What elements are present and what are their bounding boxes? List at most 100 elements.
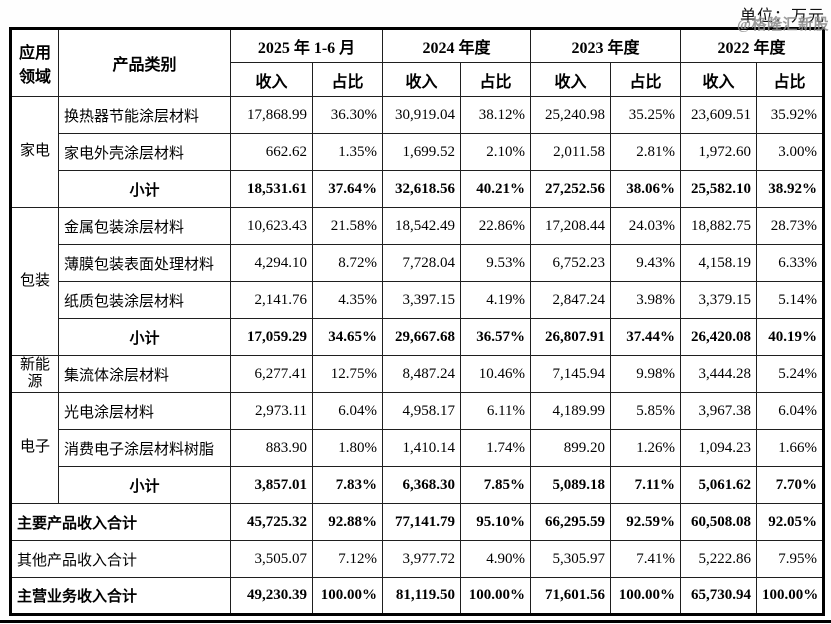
share-cell: 9.43% — [610, 244, 682, 282]
header-share-2022: 占比 — [756, 62, 825, 97]
table-header: 应用领域 产品类别 2025 年 1-6 月 2024 年度 2023 年度 2… — [10, 28, 825, 97]
revenue-cell: 26,807.91 — [530, 318, 612, 356]
share-cell: 40.21% — [459, 170, 532, 208]
revenue-cell: 17,059.29 — [230, 318, 313, 356]
revenue-cell: 10,623.43 — [230, 207, 313, 245]
table-body: 家电 换热器节能涂层材料 17,868.99 36.30% 30,919.04 38.12… — [10, 96, 825, 615]
product-label-cell: 换热器节能涂层材料 — [58, 96, 231, 134]
product-label-cell: 集流体涂层材料 — [58, 355, 231, 393]
share-cell: 21.58% — [312, 207, 383, 245]
subtotal-label-cell: 小计 — [58, 466, 231, 504]
share-cell: 4.90% — [459, 540, 532, 578]
share-cell: 36.30% — [312, 96, 383, 134]
header-share-2024: 占比 — [459, 62, 532, 97]
table-row: 小计 17,059.29 34.65% 29,667.68 36.57% 26,807.9… — [11, 318, 825, 356]
share-cell: 22.86% — [459, 207, 532, 245]
share-cell: 36.57% — [459, 318, 532, 356]
share-cell: 6.11% — [459, 392, 532, 430]
share-cell: 5.24% — [756, 355, 825, 393]
revenue-cell: 4,294.10 — [230, 244, 313, 282]
share-cell: 7.85% — [459, 466, 532, 504]
share-cell: 95.10% — [459, 503, 532, 541]
share-cell: 5.14% — [756, 281, 825, 319]
revenue-cell: 883.90 — [230, 429, 313, 467]
revenue-cell: 25,240.98 — [530, 96, 612, 134]
revenue-cell: 65,730.94 — [680, 577, 758, 615]
subtotal-label-cell: 小计 — [58, 318, 231, 356]
header-revenue-2023: 收入 — [530, 62, 612, 97]
revenue-cell: 3,379.15 — [680, 281, 758, 319]
header-revenue-2022: 收入 — [680, 62, 758, 97]
revenue-cell: 18,542.49 — [382, 207, 461, 245]
revenue-cell: 77,141.79 — [382, 503, 461, 541]
share-cell: 4.19% — [459, 281, 532, 319]
revenue-cell: 6,368.30 — [382, 466, 461, 504]
share-cell: 1.26% — [610, 429, 682, 467]
header-period-2023: 2023 年度 — [530, 28, 682, 63]
share-cell: 92.59% — [610, 503, 682, 541]
share-cell: 12.75% — [312, 355, 383, 393]
header-application-field: 应用领域 — [10, 28, 59, 97]
product-label-cell: 纸质包装涂层材料 — [58, 281, 231, 319]
revenue-cell: 8,487.24 — [382, 355, 461, 393]
table-row: 电子 光电涂层材料 2,973.11 6.04% 4,958.17 6.11% 4,189.… — [10, 392, 825, 504]
revenue-cell: 2,973.11 — [230, 392, 313, 430]
table-row: 纸质包装涂层材料 2,141.76 4.35% 3,397.15 4.19% 2,847.… — [11, 281, 825, 319]
share-cell: 37.44% — [610, 318, 682, 356]
revenue-cell: 5,305.97 — [530, 540, 612, 578]
header-revenue-2025h1: 收入 — [230, 62, 313, 97]
share-cell: 6.04% — [312, 392, 383, 430]
table-row: 小计 3,857.01 7.83% 6,368.30 7.85% 5,089.18 7.11… — [11, 466, 825, 504]
share-cell: 10.46% — [459, 355, 532, 393]
revenue-cell: 2,847.24 — [530, 281, 612, 319]
revenue-cell: 662.62 — [230, 133, 313, 171]
revenue-cell: 3,857.01 — [230, 466, 313, 504]
header-share-2025h1: 占比 — [312, 62, 383, 97]
revenue-cell: 5,222.86 — [680, 540, 758, 578]
table-row: 家电外壳涂层材料 662.62 1.35% 1,699.52 2.10% 2,011.58… — [11, 133, 825, 171]
revenue-cell: 49,230.39 — [230, 577, 313, 615]
share-cell: 3.98% — [610, 281, 682, 319]
total-label-cell: 主要产品收入合计 — [10, 503, 231, 541]
share-cell: 1.74% — [459, 429, 532, 467]
product-label-cell: 家电外壳涂层材料 — [58, 133, 231, 171]
bottom-rule — [0, 620, 831, 623]
revenue-cell: 7,728.04 — [382, 244, 461, 282]
table-row: 新能源 集流体涂层材料 6,277.41 12.75% 8,487.24 10.46% 7,… — [10, 355, 825, 393]
header-share-2023: 占比 — [610, 62, 682, 97]
revenue-cell: 5,061.62 — [680, 466, 758, 504]
share-cell: 4.35% — [312, 281, 383, 319]
share-cell: 7.95% — [756, 540, 825, 578]
table-row: 家电 换热器节能涂层材料 17,868.99 36.30% 30,919.04 38.12… — [10, 96, 825, 208]
application-field-cell: 家电 — [10, 96, 59, 208]
share-cell: 2.10% — [459, 133, 532, 171]
share-cell: 7.12% — [312, 540, 383, 578]
total-label-cell: 其他产品收入合计 — [10, 540, 231, 578]
revenue-cell: 6,752.23 — [530, 244, 612, 282]
revenue-cell: 4,158.19 — [680, 244, 758, 282]
share-cell: 7.70% — [756, 466, 825, 504]
revenue-cell: 17,208.44 — [530, 207, 612, 245]
header-period-2024: 2024 年度 — [381, 28, 532, 63]
application-field-cell: 新能源 — [10, 355, 59, 393]
revenue-cell: 45,725.32 — [230, 503, 313, 541]
revenue-cell: 18,531.61 — [230, 170, 313, 208]
share-cell: 40.19% — [756, 318, 825, 356]
table-row: 主营业务收入合计 49,230.39 100.00% 81,119.50 100.00%… — [10, 577, 825, 615]
revenue-cell: 3,505.07 — [230, 540, 313, 578]
header-revenue-2024: 收入 — [382, 62, 461, 97]
share-cell: 1.35% — [312, 133, 383, 171]
revenue-cell: 3,967.38 — [680, 392, 758, 430]
header-row-periods: 应用领域 产品类别 2025 年 1-6 月 2024 年度 2023 年度 2… — [10, 28, 825, 97]
total-label-cell: 主营业务收入合计 — [10, 577, 231, 615]
share-cell: 38.12% — [459, 96, 532, 134]
table-row: 薄膜包装表面处理材料 4,294.10 8.72% 7,728.04 9.53% 6,75… — [11, 244, 825, 282]
share-cell: 35.25% — [610, 96, 682, 134]
share-cell: 28.73% — [756, 207, 825, 245]
revenue-cell: 1,972.60 — [680, 133, 758, 171]
share-cell: 1.80% — [312, 429, 383, 467]
revenue-cell: 23,609.51 — [680, 96, 758, 134]
share-cell: 38.06% — [610, 170, 682, 208]
share-cell: 7.83% — [312, 466, 383, 504]
